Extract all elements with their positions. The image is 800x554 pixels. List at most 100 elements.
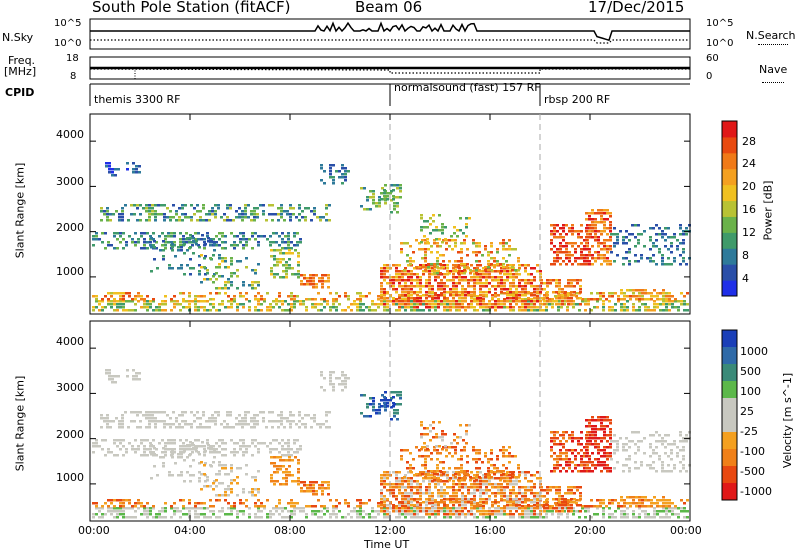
velocity-cell-1942 bbox=[478, 467, 481, 470]
power-cell-156 bbox=[302, 303, 305, 306]
velocity-cell-748 bbox=[170, 439, 173, 442]
velocity-cell-738 bbox=[161, 439, 164, 442]
power-cell-1403 bbox=[419, 264, 422, 267]
velocity-cell-1150 bbox=[132, 375, 135, 378]
velocity-ytick-2000: 2000 bbox=[56, 428, 84, 441]
velocity-cell-2199 bbox=[594, 440, 597, 443]
velocity-cell-1004 bbox=[244, 423, 247, 426]
power-cell-2065 bbox=[553, 245, 556, 248]
velocity-cell-1893 bbox=[445, 455, 448, 458]
velocity-cell-1439 bbox=[428, 492, 431, 495]
velocity-cell-104 bbox=[224, 513, 227, 516]
velocity-cell-1543 bbox=[458, 486, 461, 489]
velocity-cell-2197 bbox=[594, 434, 597, 437]
velocity-cell-880 bbox=[109, 426, 112, 429]
velocity-cell-699 bbox=[116, 454, 119, 457]
power-cell-143 bbox=[284, 309, 287, 312]
power-cell-256 bbox=[443, 303, 446, 306]
power-cell-691 bbox=[107, 241, 110, 244]
power-cell-1410 bbox=[419, 291, 422, 294]
power-cell-2275 bbox=[616, 239, 619, 242]
velocity-cell-518 bbox=[290, 505, 293, 508]
velocity-cell-1727 bbox=[509, 495, 512, 498]
power-cell-2310 bbox=[643, 230, 646, 233]
power-cell-2323 bbox=[652, 260, 655, 263]
power-cell-1309 bbox=[392, 276, 395, 279]
power-cell-1604 bbox=[476, 267, 479, 270]
power-cell-1222 bbox=[288, 267, 291, 270]
power-cell-2246 bbox=[606, 233, 609, 236]
velocity-cell-1460 bbox=[434, 486, 437, 489]
station-title: South Pole Station (fitACF) bbox=[92, 0, 291, 16]
velocity-cell-1164 bbox=[329, 377, 332, 380]
velocity-cell-204 bbox=[377, 510, 380, 513]
power-cell-1190 bbox=[273, 249, 276, 252]
power-cell-2029 bbox=[393, 208, 396, 211]
power-cell-1370 bbox=[407, 303, 410, 306]
velocity-cell-721 bbox=[143, 448, 146, 451]
power-cell-1647 bbox=[485, 306, 488, 309]
velocity-cell-670 bbox=[650, 505, 653, 508]
power-cell-502 bbox=[245, 292, 248, 295]
velocity-cell-1988 bbox=[511, 476, 514, 479]
power-cell-1686 bbox=[497, 306, 500, 309]
power-cell-1570 bbox=[464, 297, 467, 300]
power-cell-1609 bbox=[476, 282, 479, 285]
velocity-cell-2165 bbox=[585, 446, 588, 449]
velocity-cell-1882 bbox=[436, 479, 439, 482]
power-cell-2401 bbox=[549, 282, 552, 285]
power-cell-2216 bbox=[600, 209, 603, 212]
velocity-cell-1183 bbox=[344, 386, 347, 389]
velocity-cell-694 bbox=[113, 439, 116, 442]
velocity-cell-114 bbox=[239, 510, 242, 513]
velocity-cell-1153 bbox=[135, 375, 138, 378]
power-cell-1870 bbox=[433, 242, 436, 245]
velocity-cell-831 bbox=[257, 442, 260, 445]
power-cell-1572 bbox=[464, 306, 467, 309]
velocity-cell-849 bbox=[281, 454, 284, 457]
power-cell-968 bbox=[208, 210, 211, 213]
power-cell-1189 bbox=[270, 273, 273, 276]
power-cell-2145 bbox=[583, 260, 586, 263]
velocity-cell-1720 bbox=[509, 471, 512, 474]
power-cell-2370 bbox=[682, 239, 685, 242]
power-cell-1590 bbox=[470, 303, 473, 306]
power-cell-2281 bbox=[622, 242, 625, 245]
power-cell-540 bbox=[359, 292, 362, 295]
power-cell-1967 bbox=[496, 263, 499, 266]
power-cell-444 bbox=[686, 309, 689, 312]
velocity-cell-521 bbox=[296, 502, 299, 505]
power-cell-1953 bbox=[487, 266, 490, 269]
power-cell-953 bbox=[190, 216, 193, 219]
velocity-cell-2164 bbox=[585, 443, 588, 446]
velocity-cell-1917 bbox=[463, 446, 466, 449]
power-cell-971 bbox=[211, 207, 214, 210]
velocity-cell-1319 bbox=[395, 477, 398, 480]
power-cell-2549 bbox=[236, 269, 239, 272]
velocity-cell-1744 bbox=[512, 513, 515, 516]
power-cell-1354 bbox=[404, 288, 407, 291]
power-cell-2329 bbox=[658, 227, 661, 230]
power-cell-2438 bbox=[570, 279, 573, 282]
velocity-cell-902 bbox=[139, 426, 142, 429]
power-cell-636 bbox=[587, 298, 590, 301]
power-cell-514 bbox=[278, 295, 281, 298]
power-cell-984 bbox=[226, 207, 229, 210]
velocity-cell-2153 bbox=[586, 452, 589, 455]
velocity-cell-761 bbox=[182, 442, 185, 445]
power-cell-75 bbox=[185, 306, 188, 309]
velocity-cell-497 bbox=[233, 502, 236, 505]
freq-unit: [MHz] bbox=[4, 65, 37, 78]
power-cell-470 bbox=[137, 295, 140, 298]
power-cell-2195 bbox=[594, 221, 597, 224]
power-cell-1788 bbox=[527, 273, 530, 276]
power-cell-765 bbox=[185, 232, 188, 235]
velocity-cell-413 bbox=[653, 510, 656, 513]
power-cell-1230 bbox=[297, 261, 300, 264]
velocity-cell-1946 bbox=[484, 455, 487, 458]
power-cell-1947 bbox=[484, 266, 487, 269]
velocity-cell-422 bbox=[662, 516, 665, 519]
velocity-cell-1107 bbox=[189, 444, 192, 447]
velocity-cell-2312 bbox=[646, 464, 649, 467]
